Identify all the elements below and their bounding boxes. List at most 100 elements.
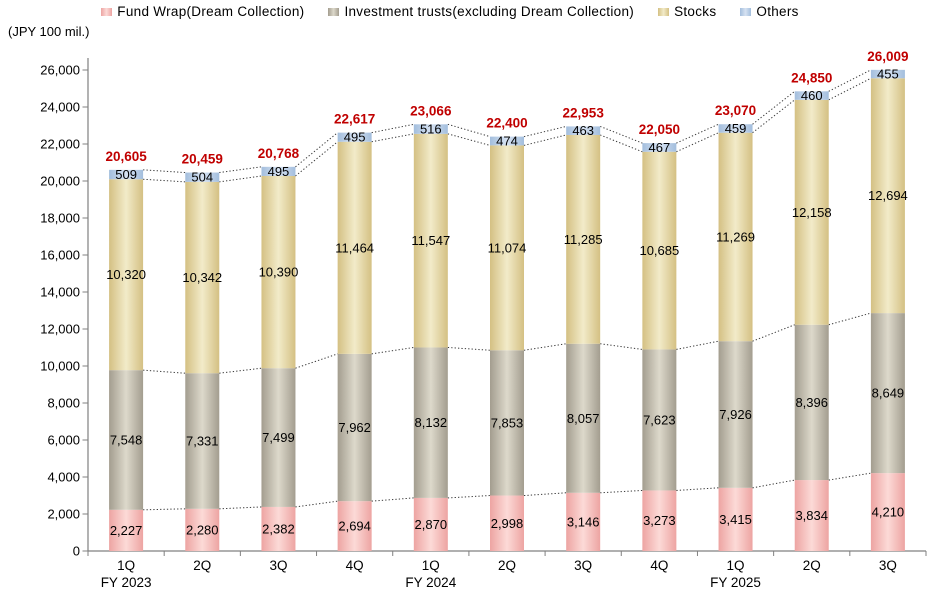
segment-value-label-investment-trusts: 7,853 <box>491 415 524 430</box>
segment-value-label-stocks: 10,320 <box>106 267 146 282</box>
segment-value-label-investment-trusts: 8,396 <box>795 395 828 410</box>
bar-segment-others <box>185 172 220 182</box>
bar-segment-investment-trusts <box>413 347 448 498</box>
connector-line <box>523 125 567 138</box>
bar-segment-others <box>109 169 144 180</box>
bar-segment-fund-wrap <box>109 509 144 551</box>
connector-line <box>599 134 643 153</box>
connector-line <box>447 133 491 146</box>
x-tick-label: 1Q <box>117 558 135 573</box>
bar-5: 2,870 8,132 11,547 516 <box>411 122 450 551</box>
y-axis-unit-label: (JPY 100 mil.) <box>8 24 90 39</box>
connector-line <box>447 495 491 499</box>
segment-value-label-others: 516 <box>420 122 442 137</box>
bar-segment-others <box>566 126 601 135</box>
connector-line <box>752 479 795 489</box>
y-tick-label: 20,000 <box>40 174 80 189</box>
segment-value-label-fund-wrap: 3,415 <box>719 512 752 527</box>
connector-line <box>447 123 491 138</box>
connector-line <box>523 134 567 146</box>
connector-line <box>828 472 871 481</box>
connector-line <box>523 343 567 351</box>
connector-line <box>600 489 643 494</box>
x-tick-label: 3Q <box>269 558 287 573</box>
total-label: 22,953 <box>563 105 605 120</box>
connector-line <box>599 125 643 144</box>
bar-segment-investment-trusts <box>870 313 905 474</box>
x-tick-label: 1Q <box>727 558 745 573</box>
segment-value-label-investment-trusts: 8,649 <box>872 386 905 401</box>
connector-line <box>143 369 186 374</box>
connector-line <box>752 99 796 134</box>
total-label: 22,617 <box>334 112 375 127</box>
segment-value-label-fund-wrap: 2,280 <box>186 522 219 537</box>
y-tick-label: 10,000 <box>40 359 80 374</box>
y-tick-label: 16,000 <box>40 248 80 263</box>
connector-line <box>143 178 186 183</box>
connector-line <box>523 492 567 497</box>
x-tick-label: 4Q <box>346 558 364 573</box>
bar-segment-others <box>490 136 524 146</box>
bar-segment-investment-trusts <box>718 341 753 488</box>
connector-line <box>295 353 338 369</box>
bar-segment-fund-wrap <box>566 492 601 551</box>
y-tick-label: 6,000 <box>47 433 80 448</box>
segment-value-label-others: 495 <box>344 130 366 145</box>
bar-segment-investment-trusts <box>337 353 372 502</box>
segment-value-label-stocks: 11,074 <box>488 240 527 255</box>
bar-segment-investment-trusts <box>109 370 144 510</box>
connector-line <box>219 367 262 374</box>
segment-value-label-investment-trusts: 7,623 <box>643 412 676 427</box>
bar-segment-fund-wrap <box>870 473 905 551</box>
y-tick-label: 2,000 <box>47 507 80 522</box>
connector-line <box>828 69 872 92</box>
segment-value-label-others: 509 <box>115 167 137 182</box>
connector-line <box>371 346 414 355</box>
segment-value-label-fund-wrap: 3,146 <box>567 514 600 529</box>
bar-segment-fund-wrap <box>490 495 524 551</box>
bar-segment-investment-trusts <box>261 368 296 507</box>
connector-line <box>676 340 719 350</box>
bar-segment-stocks <box>413 133 448 348</box>
total-label: 22,400 <box>486 116 527 131</box>
total-label: 20,459 <box>182 152 223 167</box>
bar-segment-stocks <box>337 141 372 354</box>
segment-value-label-investment-trusts: 7,499 <box>262 430 295 445</box>
segment-value-label-fund-wrap: 2,998 <box>491 516 524 531</box>
stocks-swatch-icon <box>658 7 670 16</box>
bar-segment-fund-wrap <box>261 506 296 551</box>
bar-segment-investment-trusts <box>566 343 601 493</box>
segment-value-label-fund-wrap: 3,273 <box>643 513 676 528</box>
segment-value-label-others: 460 <box>801 88 823 103</box>
connector-line <box>600 343 643 350</box>
connector-line <box>447 346 491 351</box>
bar-segment-fund-wrap <box>337 501 372 551</box>
segment-value-label-others: 467 <box>649 140 671 155</box>
bar-3: 2,382 7,499 10,390 495 <box>259 164 298 551</box>
bar-segment-stocks <box>490 145 524 351</box>
segment-value-label-others: 504 <box>191 170 213 185</box>
connector-line <box>219 506 262 510</box>
bar-1: 2,227 7,548 10,320 509 <box>106 167 146 551</box>
segment-value-label-fund-wrap: 2,227 <box>110 523 143 538</box>
segment-value-label-investment-trusts: 7,331 <box>186 434 219 449</box>
connector-line <box>371 123 414 134</box>
bar-segment-others <box>413 124 448 134</box>
bar-segment-investment-trusts <box>490 350 524 496</box>
segment-value-label-investment-trusts: 7,962 <box>338 420 371 435</box>
connector-line <box>143 508 186 511</box>
legend-label-others: Others <box>756 4 799 19</box>
legend-item-fund-wrap: Fund Wrap(Dream Collection) <box>101 4 304 19</box>
segment-value-label-stocks: 12,158 <box>792 205 832 220</box>
bar-segment-fund-wrap <box>794 480 829 551</box>
bar-7: 3,146 8,057 11,285 463 <box>564 123 603 551</box>
y-tick-label: 24,000 <box>40 100 80 115</box>
bar-2: 2,280 7,331 10,342 504 <box>182 170 222 551</box>
bar-segment-stocks <box>566 134 601 344</box>
legend-label-fund-wrap: Fund Wrap(Dream Collection) <box>117 4 305 19</box>
segment-value-label-fund-wrap: 2,694 <box>338 519 371 534</box>
bar-segment-others <box>870 69 905 79</box>
total-label: 23,070 <box>715 103 756 118</box>
investment-trusts-swatch-icon <box>328 7 340 16</box>
segment-value-label-fund-wrap: 3,834 <box>795 508 828 523</box>
